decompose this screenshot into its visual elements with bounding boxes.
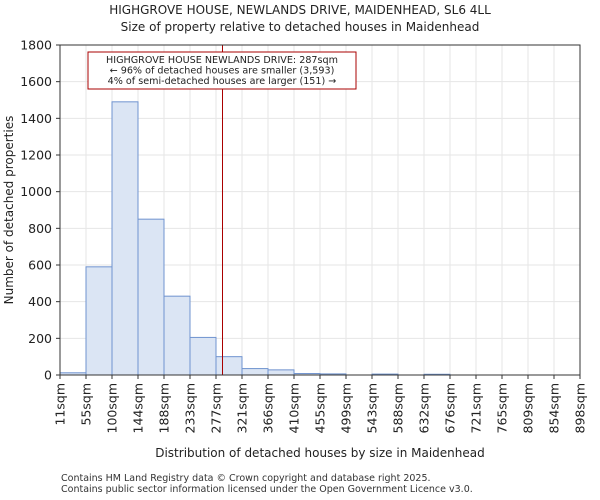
- x-tick-label: 321sqm: [235, 383, 250, 433]
- x-tick-label: 632sqm: [417, 383, 432, 433]
- x-tick-label: 898sqm: [573, 383, 588, 433]
- x-tick-label: 410sqm: [287, 383, 302, 433]
- x-tick-label: 765sqm: [495, 383, 510, 433]
- footer-line-2: Contains public sector information licen…: [61, 484, 473, 495]
- x-tick-label: 721sqm: [469, 383, 484, 433]
- x-tick-label: 543sqm: [365, 383, 380, 433]
- x-tick-label: 55sqm: [79, 383, 94, 426]
- footer-line-1: Contains HM Land Registry data © Crown c…: [61, 473, 431, 484]
- x-axis-label: Distribution of detached houses by size …: [155, 446, 485, 460]
- histogram-bar: [267, 369, 295, 376]
- bars: [59, 101, 451, 376]
- histogram-bar: [215, 356, 243, 376]
- histogram-bar: [137, 218, 165, 376]
- y-tick-label: 1800: [20, 38, 52, 53]
- y-tick-label: 1200: [20, 148, 52, 163]
- x-tick-label: 233sqm: [183, 383, 198, 433]
- x-tick-label: 455sqm: [313, 383, 328, 433]
- annotation-line: 4% of semi-detached houses are larger (1…: [108, 76, 337, 87]
- x-tick-label: 499sqm: [339, 383, 354, 433]
- x-tick-label: 809sqm: [521, 383, 536, 433]
- x-tick-label: 676sqm: [443, 383, 458, 433]
- histogram-bar: [85, 266, 113, 376]
- y-tick-label: 600: [28, 258, 52, 273]
- y-ticks: 0 200 400 600 800 1000 1200 1400 1600 1800: [20, 38, 60, 383]
- y-axis-label: Number of detached properties: [2, 116, 16, 305]
- annotation-line: ← 96% of detached houses are smaller (3,…: [110, 66, 335, 77]
- histogram-chart: 0 200 400 600 800 1000 1200 1400 1600 1800 11sqm 5…: [2, 38, 588, 461]
- y-tick-label: 400: [28, 294, 52, 309]
- histogram-bar: [163, 295, 191, 376]
- x-tick-label: 11sqm: [53, 383, 68, 426]
- x-tick-label: 277sqm: [209, 383, 224, 433]
- y-tick-label: 200: [28, 331, 52, 346]
- y-tick-label: 1600: [20, 74, 52, 89]
- annotation-box: HIGHGROVE HOUSE NEWLANDS DRIVE: 287sqm← …: [87, 51, 357, 90]
- y-tick-label: 1400: [20, 111, 52, 126]
- y-tick-label: 800: [28, 221, 52, 236]
- x-tick-label: 188sqm: [157, 383, 172, 433]
- chart-title: HIGHGROVE HOUSE, NEWLANDS DRIVE, MAIDENH…: [109, 3, 491, 17]
- annotation-frame: [87, 51, 357, 90]
- x-tick-label: 144sqm: [131, 383, 146, 433]
- x-ticks: 11sqm 55sqm 100sqm 144sqm 188sqm 233sqm 277sqm…: [53, 375, 588, 433]
- x-tick-label: 100sqm: [105, 383, 120, 433]
- histogram-bar: [241, 368, 269, 376]
- y-tick-label: 0: [44, 368, 52, 383]
- y-tick-label: 1000: [20, 184, 52, 199]
- x-tick-label: 588sqm: [391, 383, 406, 433]
- histogram-bar: [111, 101, 139, 376]
- chart-subtitle: Size of property relative to detached ho…: [120, 20, 480, 34]
- x-tick-label: 854sqm: [547, 383, 562, 433]
- histogram-bar: [189, 336, 217, 376]
- annotation-line: HIGHGROVE HOUSE NEWLANDS DRIVE: 287sqm: [106, 55, 338, 66]
- x-tick-label: 366sqm: [261, 383, 276, 433]
